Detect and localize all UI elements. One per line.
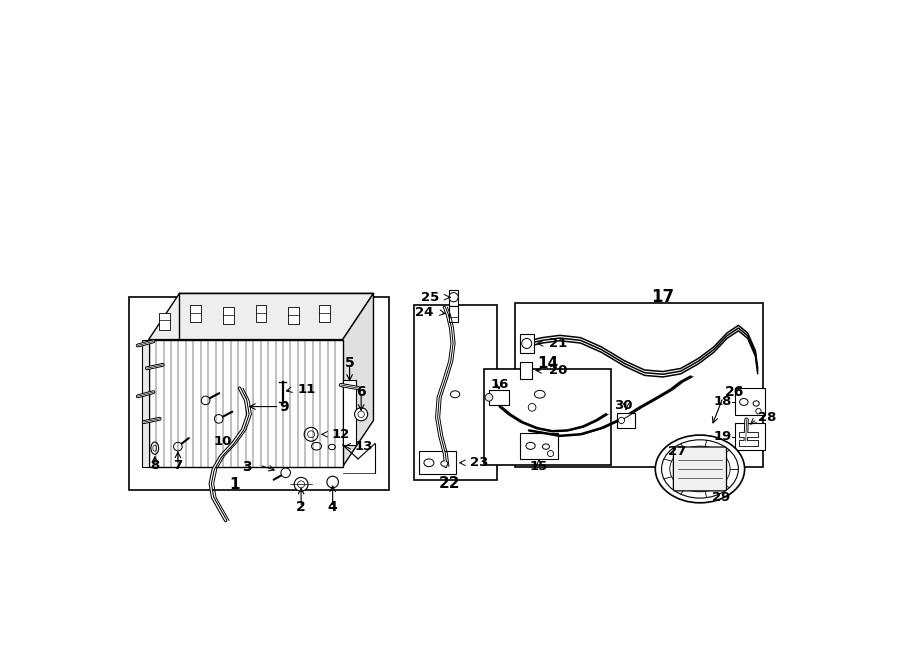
Text: 28: 28	[758, 411, 776, 424]
Bar	[307, 437, 341, 456]
Bar	[288, 307, 299, 324]
Ellipse shape	[526, 442, 536, 449]
Text: 1: 1	[229, 477, 239, 492]
Text: 23: 23	[471, 456, 489, 469]
Bar	[520, 433, 558, 459]
Bar	[223, 307, 234, 324]
Bar	[449, 290, 458, 305]
Text: 13: 13	[355, 440, 374, 453]
Ellipse shape	[153, 445, 157, 451]
Bar	[190, 305, 201, 322]
Bar	[484, 369, 611, 465]
Bar	[520, 334, 534, 354]
Text: 26: 26	[724, 385, 744, 399]
Text: 14: 14	[537, 356, 558, 371]
Bar	[256, 305, 266, 322]
Bar	[734, 423, 765, 449]
Text: 20: 20	[549, 364, 567, 377]
Circle shape	[679, 461, 688, 469]
Ellipse shape	[662, 440, 738, 498]
Text: 17: 17	[652, 288, 675, 306]
Circle shape	[756, 408, 761, 414]
Bar	[148, 340, 343, 467]
Ellipse shape	[451, 391, 460, 398]
Ellipse shape	[655, 435, 744, 503]
Circle shape	[715, 482, 719, 486]
Circle shape	[281, 468, 291, 477]
Text: 7: 7	[174, 459, 183, 471]
Ellipse shape	[328, 444, 336, 449]
Text: 3: 3	[242, 459, 252, 474]
Ellipse shape	[441, 461, 448, 466]
Bar	[129, 297, 389, 490]
Bar	[418, 451, 456, 475]
Circle shape	[308, 431, 315, 438]
Text: 9: 9	[280, 399, 289, 414]
Circle shape	[298, 481, 304, 488]
Text: 6: 6	[356, 385, 366, 399]
Text: 15: 15	[530, 460, 548, 473]
Bar	[489, 389, 509, 405]
Circle shape	[528, 403, 536, 411]
Bar	[449, 307, 458, 322]
Text: 4: 4	[328, 500, 338, 514]
Ellipse shape	[543, 444, 549, 449]
Polygon shape	[343, 293, 373, 467]
Circle shape	[294, 477, 308, 491]
Ellipse shape	[151, 442, 158, 454]
Text: 25: 25	[421, 291, 440, 304]
Text: 24: 24	[415, 306, 434, 319]
Bar	[616, 412, 635, 428]
Text: 19: 19	[714, 430, 733, 443]
Circle shape	[547, 450, 553, 457]
Circle shape	[358, 411, 365, 418]
Text: 10: 10	[213, 436, 231, 449]
Polygon shape	[148, 293, 374, 340]
Circle shape	[174, 442, 182, 451]
Text: 11: 11	[298, 383, 316, 396]
Ellipse shape	[311, 442, 321, 450]
Circle shape	[712, 479, 722, 489]
Text: 22: 22	[439, 476, 461, 491]
Bar	[343, 379, 356, 445]
Ellipse shape	[670, 446, 730, 492]
Ellipse shape	[424, 459, 434, 467]
Circle shape	[327, 477, 338, 488]
Circle shape	[214, 414, 223, 423]
Circle shape	[485, 393, 493, 401]
Bar	[141, 340, 149, 467]
Text: 8: 8	[150, 459, 159, 471]
Circle shape	[618, 417, 625, 424]
Ellipse shape	[753, 401, 760, 407]
Text: 29: 29	[713, 491, 731, 504]
Bar	[739, 440, 758, 446]
Bar	[159, 313, 170, 330]
Bar	[319, 305, 329, 322]
Circle shape	[304, 428, 318, 442]
Circle shape	[449, 293, 458, 302]
Text: 30: 30	[614, 399, 632, 412]
Ellipse shape	[740, 399, 748, 405]
Bar	[520, 362, 532, 379]
Ellipse shape	[535, 391, 545, 398]
Text: 2: 2	[296, 500, 306, 514]
Circle shape	[202, 396, 210, 405]
Bar	[515, 303, 763, 467]
Text: 21: 21	[549, 337, 567, 350]
FancyBboxPatch shape	[673, 447, 726, 491]
Circle shape	[522, 338, 532, 348]
Bar	[413, 305, 497, 481]
Bar	[734, 388, 765, 415]
Text: 16: 16	[491, 377, 508, 391]
Text: 5: 5	[345, 356, 355, 370]
Text: 27: 27	[668, 445, 686, 457]
Text: 18: 18	[714, 395, 733, 408]
Bar	[194, 387, 252, 433]
Circle shape	[355, 408, 368, 421]
Text: 12: 12	[332, 428, 350, 441]
Bar	[739, 432, 758, 438]
